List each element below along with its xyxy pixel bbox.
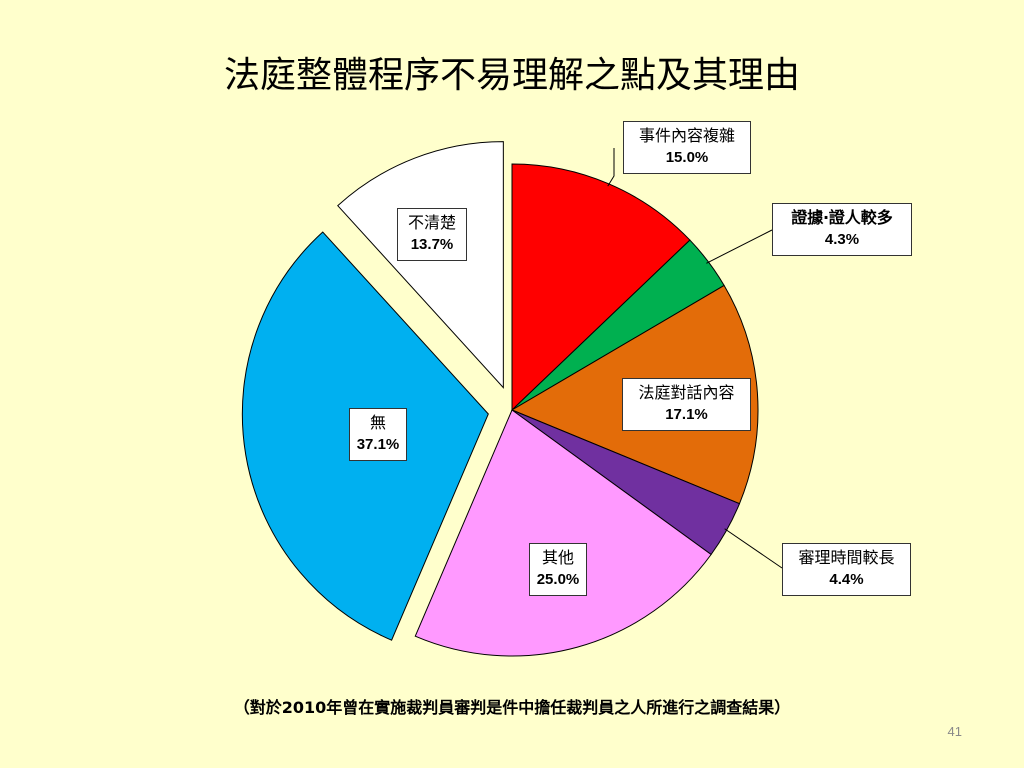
slice-label-name: 不清楚 bbox=[407, 213, 456, 232]
data-label-case-complex: 事件內容複雜 15.0% bbox=[623, 121, 751, 174]
data-label-other: 其他 25.0% bbox=[529, 543, 587, 596]
slice-label-name: 證據‧證人較多 bbox=[791, 208, 893, 227]
slice-label-name: 其他 bbox=[541, 548, 574, 567]
leader-line-trial-time-long bbox=[724, 528, 783, 569]
slide-footnote: （對於2010年曾在實施裁判員審判是件中擔任裁判員之人所進行之調查結果） bbox=[233, 698, 791, 717]
page-number: 41 bbox=[947, 724, 962, 739]
slice-label-percent: 13.7% bbox=[410, 236, 454, 253]
pie-slice-other bbox=[414, 409, 712, 657]
data-label-evidence-witness: 證據‧證人較多 4.3% bbox=[772, 203, 912, 256]
slice-label-percent: 15.0% bbox=[665, 149, 709, 166]
slice-label-percent: 4.4% bbox=[829, 571, 864, 588]
slice-label-name: 審理時間較長 bbox=[798, 548, 895, 567]
slice-label-percent: 4.3% bbox=[824, 231, 860, 248]
slice-label-percent: 25.0% bbox=[536, 571, 580, 588]
slice-label-percent: 17.1% bbox=[665, 406, 708, 423]
data-label-none: 無 37.1% bbox=[349, 408, 407, 461]
slice-label-percent: 37.1% bbox=[356, 436, 400, 453]
slice-label-name: 事件內容複雜 bbox=[638, 126, 735, 145]
leader-line-case-complex bbox=[607, 148, 615, 187]
data-label-trial-time-long: 審理時間較長 4.4% bbox=[782, 543, 911, 596]
data-label-court-dialogue: 法庭對話內容 17.1% bbox=[622, 378, 751, 431]
data-label-unclear: 不清楚 13.7% bbox=[397, 208, 467, 261]
slide-title: 法庭整體程序不易理解之點及其理由 bbox=[223, 55, 800, 96]
slice-label-name: 法庭對話內容 bbox=[638, 383, 735, 402]
slice-label-name: 無 bbox=[369, 413, 386, 432]
leader-line-evidence-witness bbox=[706, 229, 773, 264]
pie-slice-unclear bbox=[337, 141, 504, 389]
